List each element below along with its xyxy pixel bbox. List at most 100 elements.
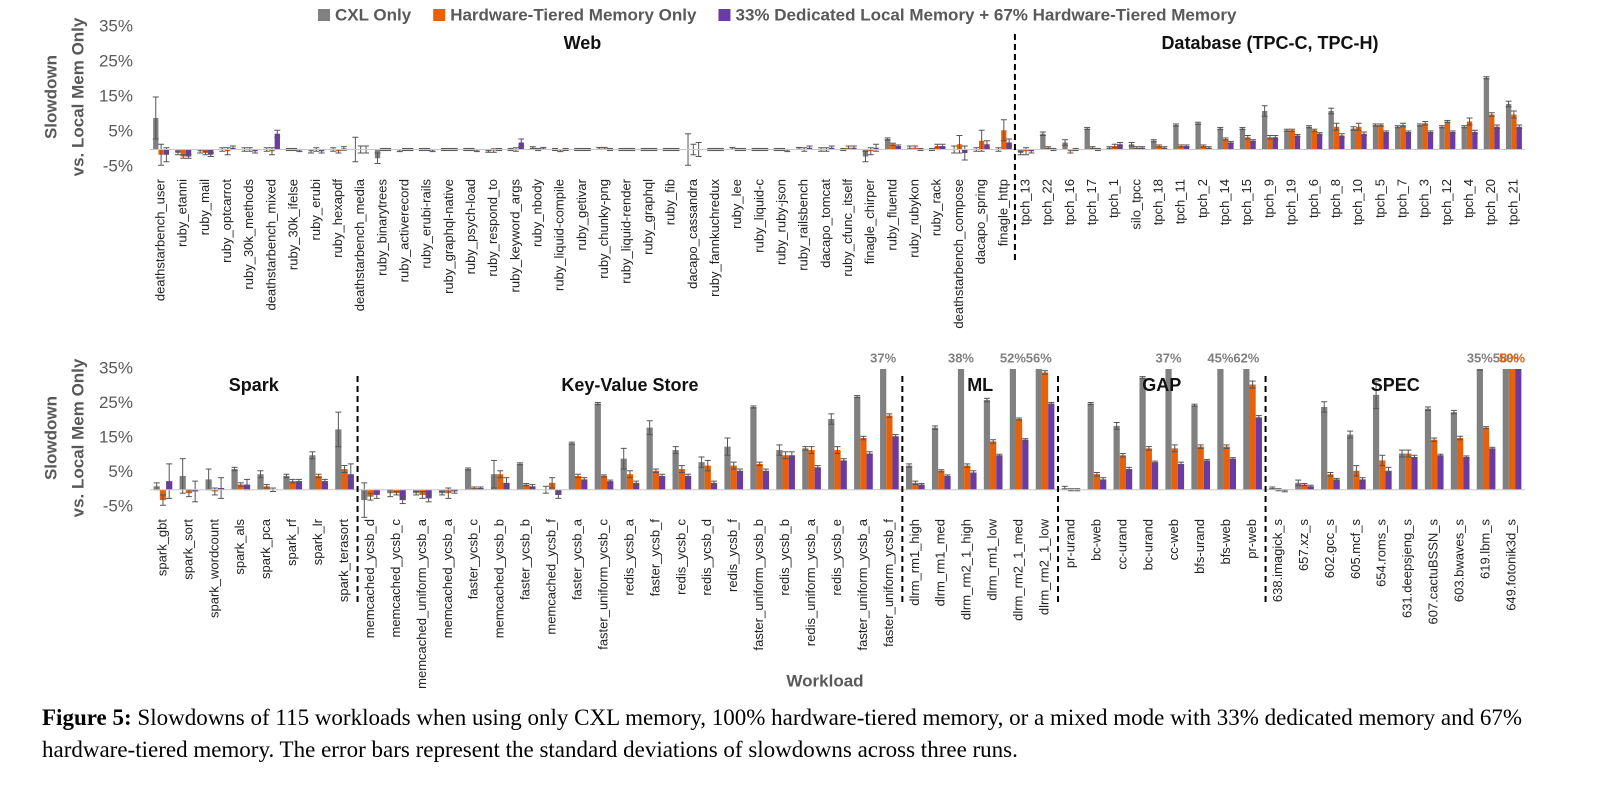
bar xyxy=(905,465,913,490)
error-bar xyxy=(1399,449,1406,458)
error-bar xyxy=(1084,126,1091,131)
error-bar xyxy=(1400,122,1407,128)
error-bar xyxy=(1385,466,1392,475)
error-bar xyxy=(413,490,420,496)
error-bar xyxy=(1449,130,1456,134)
bar xyxy=(1306,126,1312,150)
error-bar xyxy=(652,468,659,473)
bar xyxy=(788,455,795,490)
error-bar xyxy=(1266,135,1273,140)
error-bar xyxy=(961,145,968,161)
error-bar xyxy=(374,152,381,164)
error-bar xyxy=(1229,457,1236,461)
x-tick-label: faster_uniform_ycsb_c xyxy=(595,519,610,650)
bar xyxy=(983,400,991,490)
y-tick-label: -5% xyxy=(103,496,133,515)
bar xyxy=(828,419,835,490)
error-bar xyxy=(906,463,913,468)
bar xyxy=(840,460,847,490)
error-bar xyxy=(1243,275,1249,277)
bar xyxy=(1093,474,1101,490)
bar xyxy=(1009,369,1016,490)
error-bar xyxy=(1126,466,1133,472)
error-bar xyxy=(419,490,426,499)
error-bar xyxy=(1205,146,1212,150)
bar xyxy=(802,448,809,490)
x-tick-label: ruby_respond_to xyxy=(485,179,500,277)
error-bar xyxy=(1203,458,1210,462)
bar xyxy=(289,481,296,490)
x-tick-label: tpch_1 xyxy=(1106,179,1121,218)
bar xyxy=(957,369,965,490)
x-tick-label: finagle_chirper xyxy=(862,178,877,264)
error-bar xyxy=(854,395,861,399)
bar xyxy=(1427,132,1434,150)
x-tick-label: dacapo_cassandra xyxy=(685,178,700,289)
bar xyxy=(1128,144,1135,150)
x-tick-label: ruby_graphql xyxy=(640,179,655,255)
x-tick-label: redis_ycsb_a xyxy=(621,518,636,595)
bar xyxy=(1217,128,1223,150)
bar xyxy=(970,472,977,490)
error-bar xyxy=(268,147,275,156)
x-tick-label: redis_ycsb_d xyxy=(699,519,714,596)
bar xyxy=(1457,438,1464,490)
error-bar xyxy=(274,129,281,138)
error-bar xyxy=(1321,401,1328,413)
error-bar xyxy=(620,447,627,470)
error-bar xyxy=(1089,146,1096,150)
error-bar xyxy=(1119,453,1126,458)
error-bar xyxy=(678,465,685,473)
x-tick-label: ruby_chunky-png xyxy=(596,179,611,279)
x-tick-label: spark_lr xyxy=(310,518,325,565)
bar xyxy=(646,427,653,490)
error-bar xyxy=(1439,125,1446,129)
error-bar xyxy=(1197,444,1204,449)
error-bar xyxy=(1327,472,1334,477)
x-tick-label: tpch_9 xyxy=(1261,179,1276,218)
error-bar xyxy=(529,484,536,489)
error-bar xyxy=(1383,130,1390,134)
error-bar xyxy=(1000,119,1007,142)
x-tick-label: dacapo_tomcat xyxy=(818,179,833,268)
bar xyxy=(1062,142,1068,150)
error-bar xyxy=(711,480,718,486)
error-bar xyxy=(1036,296,1042,298)
error-bar xyxy=(393,490,400,496)
error-bar xyxy=(934,143,941,149)
x-tick-label: ruby_fannkuchredux xyxy=(707,179,722,297)
error-bar xyxy=(1355,122,1362,131)
error-bar xyxy=(802,446,809,451)
error-bar xyxy=(257,470,264,479)
error-bar xyxy=(1328,107,1335,115)
error-bar xyxy=(1427,130,1434,134)
x-tick-label: ruby_liquid-compile xyxy=(552,179,567,291)
x-tick-label: spark_sort xyxy=(180,519,195,580)
error-bar xyxy=(1042,370,1049,375)
error-bar xyxy=(179,458,186,494)
x-tick-label: memcached_ycsb_b xyxy=(492,519,507,638)
bar xyxy=(1411,456,1418,490)
bar xyxy=(1165,369,1172,490)
x-tick-label: spark_pca xyxy=(258,518,273,579)
bar xyxy=(1223,446,1230,490)
bar xyxy=(1249,384,1256,490)
error-bar xyxy=(956,135,963,154)
error-bar xyxy=(1360,131,1367,136)
error-bar xyxy=(1422,121,1429,126)
bar xyxy=(892,436,899,490)
bar xyxy=(698,462,705,490)
bar xyxy=(808,450,815,490)
bar xyxy=(1405,453,1412,490)
error-bar xyxy=(1305,125,1312,129)
error-bar xyxy=(1156,144,1163,148)
error-bar xyxy=(555,490,562,499)
bar xyxy=(762,470,770,490)
bar xyxy=(1502,369,1509,490)
x-tick-label: spark_als xyxy=(232,519,247,575)
error-bar xyxy=(283,473,290,479)
error-bar xyxy=(840,458,847,463)
error-bar xyxy=(321,478,328,484)
error-bar xyxy=(399,496,406,505)
